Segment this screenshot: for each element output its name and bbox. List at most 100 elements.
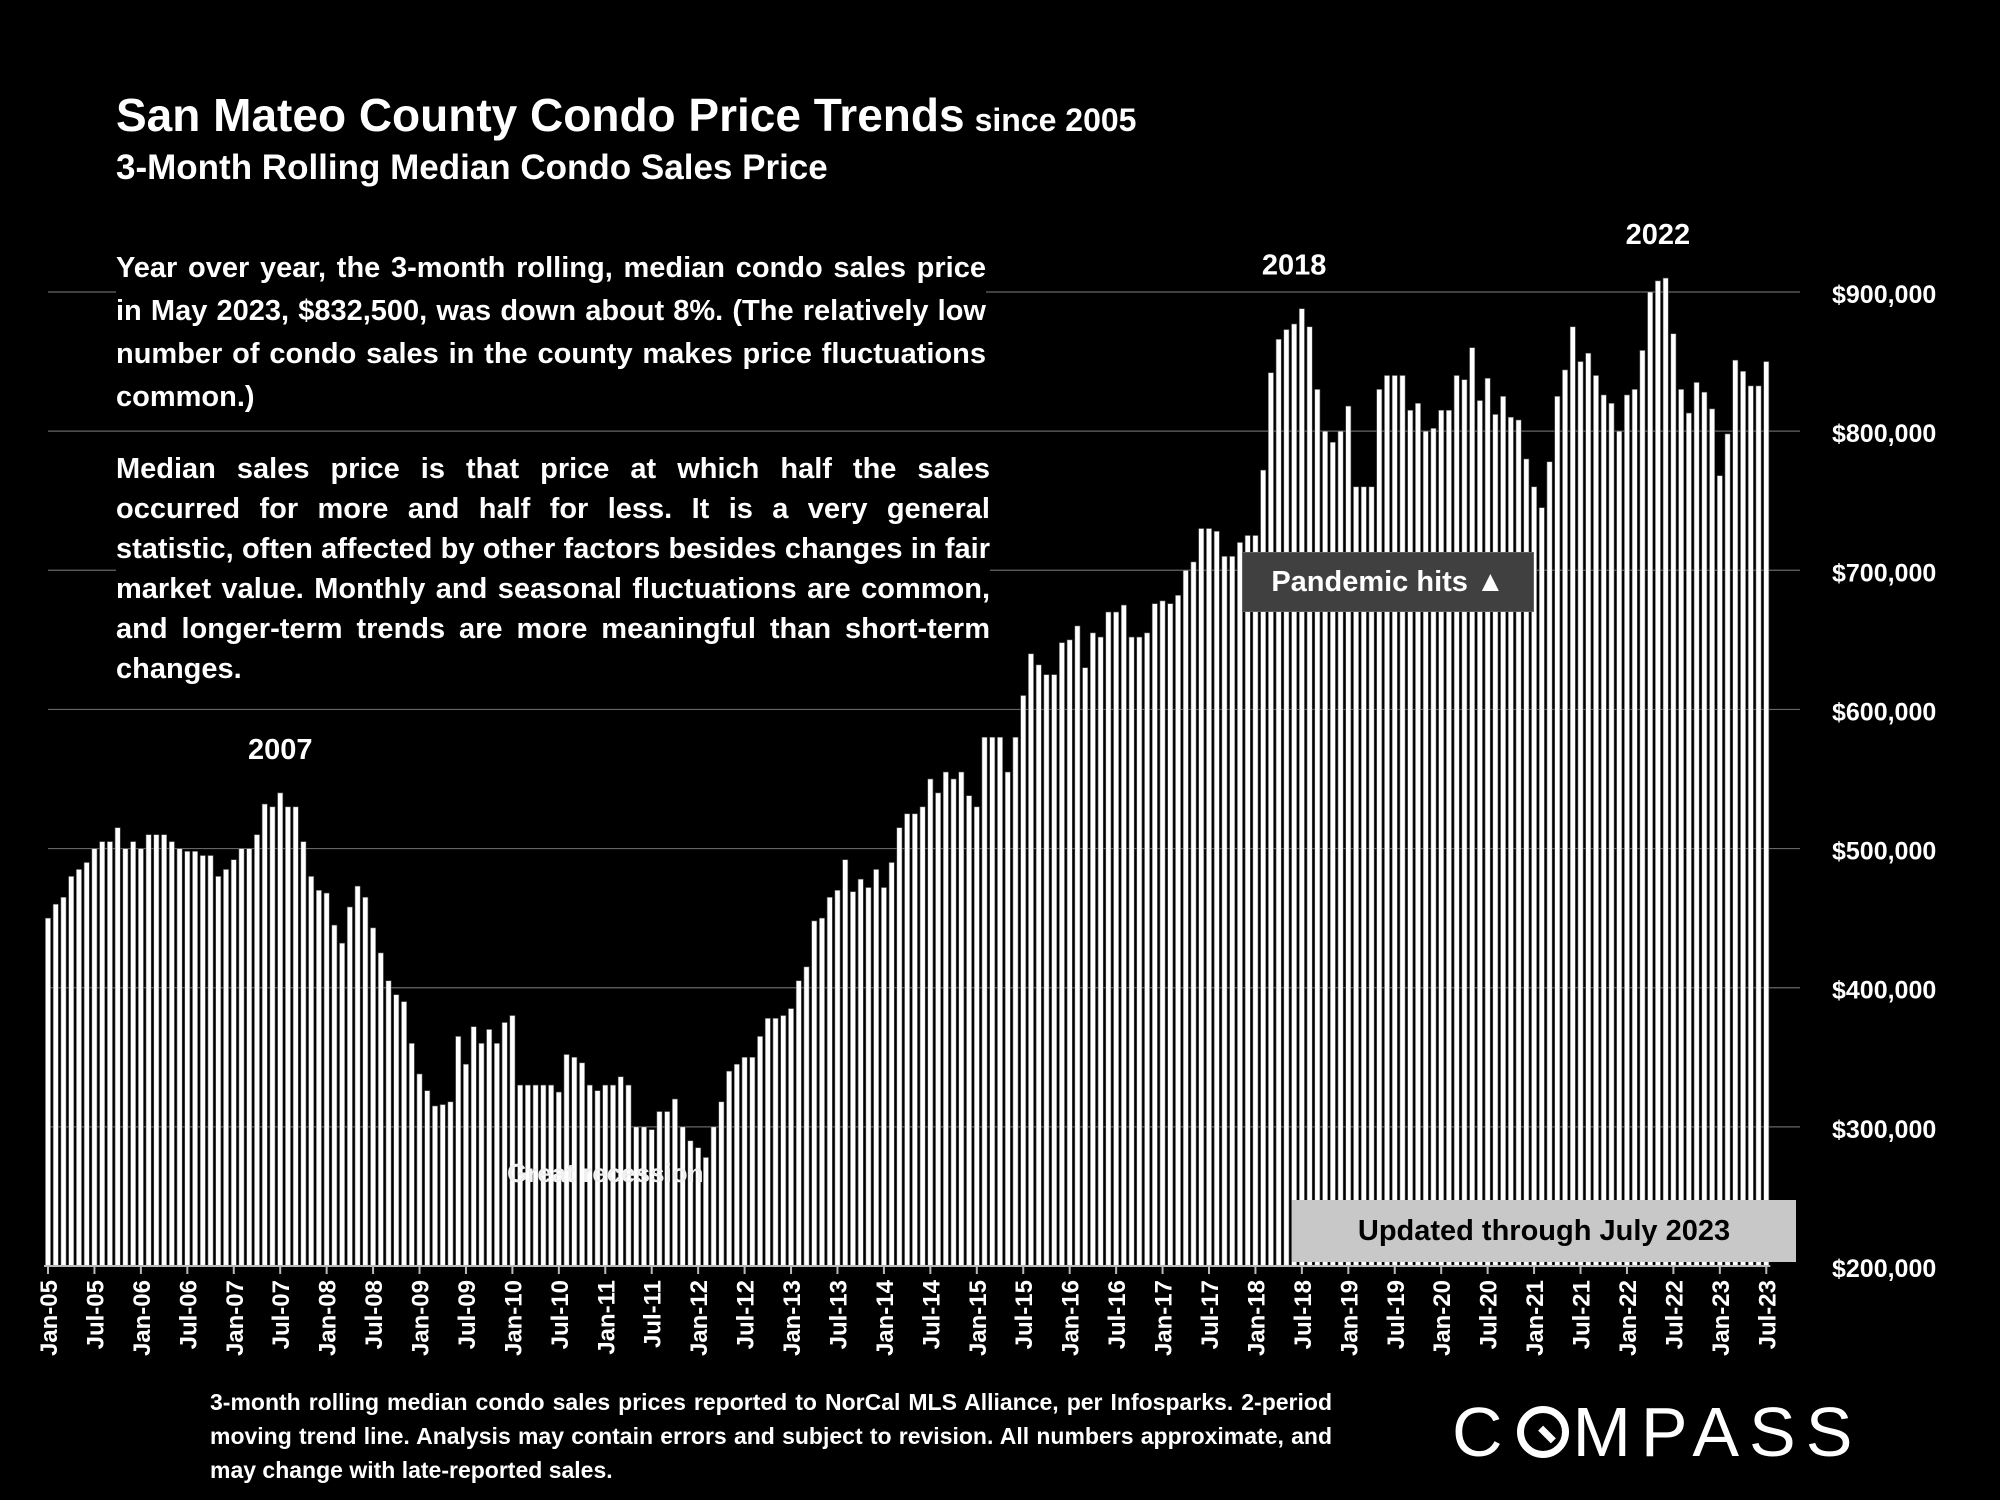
bar xyxy=(246,848,253,1267)
bar xyxy=(1144,632,1150,1267)
bar xyxy=(1105,611,1112,1267)
bar xyxy=(362,896,369,1267)
bar xyxy=(315,890,322,1267)
bar xyxy=(393,994,400,1267)
y-tick-label: $300,000 xyxy=(1832,1116,1936,1144)
bar xyxy=(1616,430,1623,1267)
bar xyxy=(919,806,926,1267)
bar xyxy=(385,980,392,1267)
annotation-label: Great recession xyxy=(507,1158,704,1188)
bar xyxy=(911,813,918,1267)
compass-o-icon xyxy=(1516,1406,1569,1458)
bar xyxy=(215,876,222,1267)
chart-title-suffix: since 2005 xyxy=(974,102,1137,138)
bar xyxy=(1507,416,1514,1267)
bar xyxy=(764,1018,771,1267)
bar xyxy=(795,980,802,1267)
x-tick-label: Jul-05 xyxy=(82,1280,109,1349)
bar xyxy=(509,1015,516,1267)
bar xyxy=(1685,412,1692,1267)
bar xyxy=(881,887,887,1267)
bar xyxy=(1678,389,1685,1267)
bar xyxy=(1600,394,1607,1267)
x-tick-label: Jan-14 xyxy=(872,1279,899,1356)
bar xyxy=(261,803,268,1267)
x-tick-label: Jan-05 xyxy=(36,1280,63,1356)
bar xyxy=(989,736,996,1267)
bar xyxy=(1477,400,1483,1267)
source-footnote: 3-month rolling median condo sales price… xyxy=(210,1389,1332,1483)
bar xyxy=(1732,359,1739,1267)
bar xyxy=(1562,369,1568,1267)
x-tick-label: Jul-21 xyxy=(1569,1280,1596,1349)
bar xyxy=(91,848,98,1267)
bar xyxy=(1298,308,1305,1267)
bar xyxy=(1639,350,1646,1267)
bar xyxy=(153,834,160,1267)
bar xyxy=(292,806,299,1267)
bar xyxy=(1074,625,1081,1267)
x-tick-label: Jan-07 xyxy=(222,1280,249,1356)
x-tick-label: Jan-11 xyxy=(593,1280,620,1355)
x-tick-label: Jan-21 xyxy=(1522,1280,1549,1356)
x-tick-label: Jul-23 xyxy=(1754,1280,1781,1349)
bar xyxy=(1012,736,1019,1267)
bar xyxy=(950,778,957,1267)
x-tick-label: Jan-22 xyxy=(1615,1280,1642,1356)
bar xyxy=(300,841,307,1267)
bar xyxy=(1229,556,1236,1267)
x-tick-label: Jan-19 xyxy=(1336,1280,1363,1356)
bar xyxy=(1446,409,1452,1267)
bar xyxy=(331,924,338,1267)
bar xyxy=(973,806,980,1267)
bar xyxy=(942,771,949,1267)
bar xyxy=(1631,389,1638,1267)
x-tick-label: Jul-18 xyxy=(1290,1280,1317,1349)
bar xyxy=(1391,375,1398,1267)
bar xyxy=(788,1008,794,1267)
y-axis: $200,000 $300,000 $400,000 $500,000 $600,000… xyxy=(1832,281,1936,1283)
bar xyxy=(1167,603,1174,1267)
bar xyxy=(1082,667,1089,1267)
bar xyxy=(1693,382,1700,1267)
bar xyxy=(377,952,384,1267)
x-tick-label: Jul-13 xyxy=(825,1280,852,1349)
bar xyxy=(1415,403,1421,1267)
bar xyxy=(1043,674,1050,1267)
bar xyxy=(145,834,152,1267)
x-tick-label: Jul-14 xyxy=(918,1279,945,1349)
y-tick-label: $900,000 xyxy=(1832,281,1936,309)
bar xyxy=(935,792,941,1267)
bar xyxy=(339,942,346,1267)
bar xyxy=(1097,636,1104,1267)
bar xyxy=(1399,375,1406,1267)
bar xyxy=(1577,361,1584,1267)
bar xyxy=(1716,475,1723,1267)
bar xyxy=(184,851,191,1267)
bar xyxy=(323,892,330,1267)
bar xyxy=(1190,561,1197,1267)
bar xyxy=(1136,636,1143,1267)
definition-paragraph: Median sales price is that price at whic… xyxy=(116,449,990,689)
bar xyxy=(1593,375,1599,1267)
annotation-label: 2022 xyxy=(1626,219,1691,251)
bar xyxy=(1492,414,1499,1267)
chart-subtitle: 3-Month Rolling Median Condo Sales Price xyxy=(116,148,828,187)
bar xyxy=(478,1043,485,1267)
x-tick-label: Jul-11 xyxy=(640,1280,667,1348)
logo-text-start: C xyxy=(1452,1393,1513,1471)
bar xyxy=(1113,611,1120,1267)
bar xyxy=(648,1129,655,1267)
bar xyxy=(997,736,1003,1267)
bar xyxy=(1345,405,1352,1267)
bar xyxy=(401,1001,407,1267)
bar xyxy=(1585,352,1592,1267)
bar xyxy=(99,841,106,1267)
bar xyxy=(168,841,175,1267)
bar xyxy=(1655,280,1661,1267)
bar xyxy=(277,792,284,1267)
bar xyxy=(757,1036,763,1267)
bar xyxy=(1763,361,1770,1267)
bar xyxy=(1662,277,1669,1267)
x-tick-label: Jul-17 xyxy=(1197,1280,1224,1349)
